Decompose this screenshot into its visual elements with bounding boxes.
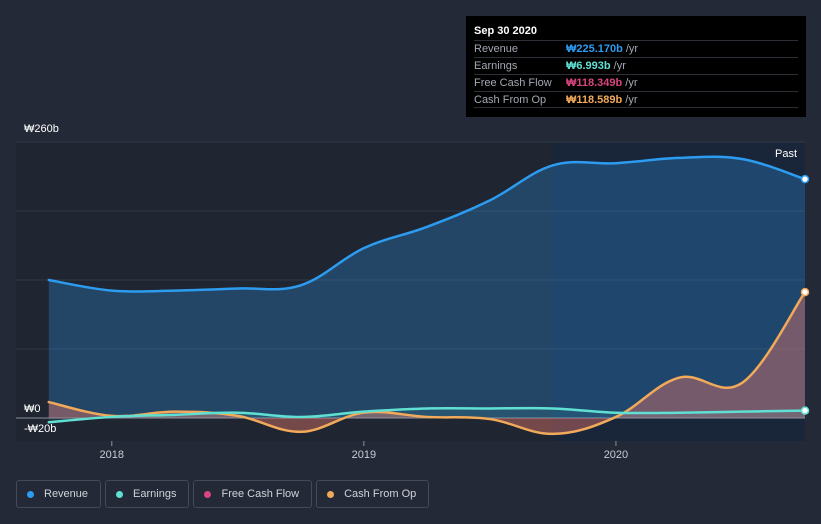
series-lines [47, 155, 807, 436]
tooltip-row-free-cash-flow: Free Cash Flow ₩118.349b /yr [474, 74, 798, 91]
x-tick-label: 2018 [100, 449, 124, 461]
tooltip-label: Earnings [474, 60, 518, 72]
line-revenue [47, 155, 807, 293]
tooltip-row-earnings: Earnings ₩6.993b /yr [474, 57, 798, 74]
y-tick-label: -₩20b [24, 423, 56, 435]
tooltip-date: Sep 30 2020 [474, 25, 537, 37]
legend-label: Earnings [133, 488, 177, 500]
area-earnings [48, 408, 806, 423]
gridlines [16, 141, 805, 419]
area-revenue [48, 156, 806, 418]
tooltip-label: Cash From Op [474, 94, 547, 106]
end-marker-cash-from-op [800, 287, 810, 297]
legend-label: Cash From Op [344, 488, 417, 500]
legend-dot-icon [116, 490, 124, 498]
tooltip-value: ₩118.589b [566, 94, 623, 106]
end-marker-revenue [800, 174, 810, 184]
legend-label: Free Cash Flow [221, 488, 300, 500]
tooltip-row-revenue: Revenue ₩225.170b /yr [474, 40, 798, 57]
legend-item-revenue[interactable]: Revenue [16, 480, 102, 508]
y-tick-label: ₩0 [24, 403, 41, 415]
tooltip-row-cash-from-op: Cash From Op ₩118.589b /yr [474, 91, 798, 108]
tooltip-unit: /yr [613, 60, 626, 72]
x-tick-label: 2019 [352, 449, 376, 461]
tooltip-value: ₩225.170b [566, 43, 623, 55]
tooltip-unit: /yr [625, 94, 638, 106]
line-cash-from-op [47, 290, 807, 436]
line-earnings [47, 406, 807, 424]
legend: Revenue Earnings Free Cash Flow Cash Fro… [16, 480, 433, 508]
tooltip-label: Free Cash Flow [474, 77, 552, 89]
tooltip-unit: /yr [625, 77, 638, 89]
axes: ₩260b ₩0 -₩20b 2018 2019 2020 Past [24, 123, 797, 461]
legend-dot-icon [204, 490, 212, 498]
legend-item-free-cash-flow[interactable]: Free Cash Flow [193, 480, 313, 508]
y-tick-label: ₩260b [24, 123, 59, 135]
legend-dot-icon [327, 490, 335, 498]
tooltip-value: ₩118.349b [566, 77, 623, 89]
series-end-markers [800, 174, 810, 415]
past-label: Past [775, 148, 797, 160]
tooltip-unit: /yr [625, 43, 639, 55]
tooltip-label: Revenue [474, 43, 519, 55]
series-areas [48, 156, 806, 435]
end-marker-earnings [800, 406, 810, 415]
legend-item-earnings[interactable]: Earnings [105, 480, 190, 508]
legend-item-cash-from-op[interactable]: Cash From Op [316, 480, 430, 508]
legend-dot-icon [27, 490, 34, 498]
legend-label: Revenue [44, 488, 89, 500]
past-shade [552, 142, 805, 441]
tooltip-value: ₩6.993b [566, 60, 611, 72]
tooltip: Sep 30 2020 Revenue ₩225.170b /yr Earnin… [466, 16, 806, 117]
x-tick-label: 2020 [604, 449, 628, 461]
